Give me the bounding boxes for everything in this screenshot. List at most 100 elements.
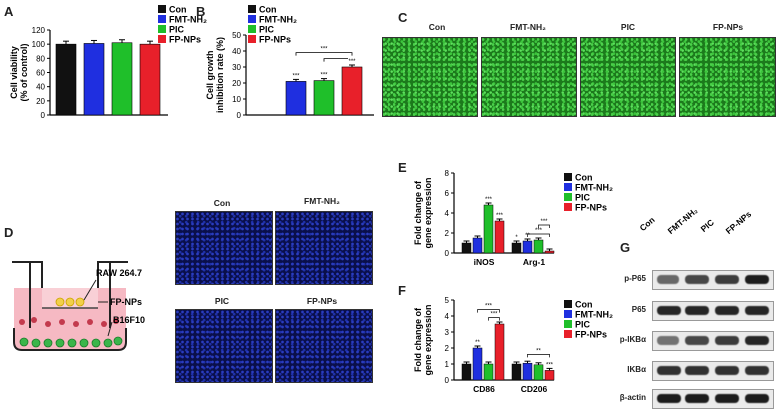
blot-strip-p-ikba (652, 331, 774, 351)
blot-row-label: p-IKBα (619, 335, 646, 344)
bar (483, 363, 494, 381)
significance-label: *** (490, 312, 498, 318)
fluorescence-image (175, 211, 273, 285)
bar (341, 66, 363, 116)
y-tick-label: 0 (237, 111, 242, 120)
significance-label: *** (320, 47, 328, 53)
fluorescence-image (382, 37, 478, 117)
legend-swatch (248, 15, 256, 23)
y-tick-label: 0 (41, 111, 46, 120)
legend-label: FMT-NH₂ (169, 15, 207, 25)
bar (533, 364, 544, 381)
legend-label: FMT-NH₂ (575, 310, 613, 320)
fluorescence-image (275, 309, 373, 383)
y-tick-label: 0 (445, 249, 450, 258)
bar (461, 363, 472, 381)
bar (544, 250, 555, 254)
fluorescence-image (175, 309, 273, 383)
bar (511, 242, 522, 254)
y-tick-label: 5 (445, 296, 450, 305)
y-tick-label: 0 (445, 376, 450, 385)
y-tick-label: 10 (232, 95, 241, 104)
significance-bracket (538, 224, 550, 228)
legend-swatch (564, 183, 572, 191)
legend-swatch (158, 35, 166, 43)
legend-label: Con (575, 300, 593, 310)
chart-e: 0 2 4 6 8 Fold change of gene expression iNOS Ar… (413, 169, 613, 267)
legend-swatch (564, 173, 572, 181)
image-label-pic: PIC (214, 296, 230, 306)
significance-label: *** (320, 73, 328, 79)
significance-label: ** (536, 348, 541, 354)
label-raw: RAW 264.7 (96, 268, 142, 278)
fluorescence-image (481, 37, 577, 117)
legend-swatch (564, 193, 572, 201)
chart-a: 0 20 40 60 80 100 120 Cell viability (% of contr… (9, 5, 207, 121)
image-label-pic: PIC (620, 22, 636, 32)
bar (111, 42, 133, 116)
x-tick-label: CD86 (473, 384, 495, 394)
y-tick-label: 30 (232, 63, 241, 72)
bar (83, 43, 105, 116)
significance-bracket (323, 58, 348, 62)
legend-swatch (248, 35, 256, 43)
blot-row-label: p-P65 (624, 274, 646, 283)
x-tick-label: CD206 (521, 384, 548, 394)
significance-label: *** (485, 304, 493, 310)
bar (522, 362, 533, 381)
panel-letter-b: B (196, 4, 206, 19)
y-axis-label: inhibition rate (%) (215, 37, 225, 113)
legend-label: FP-NPs (575, 203, 607, 213)
panel-letter-g: G (620, 240, 631, 255)
y-axis-label: Cell growth (205, 51, 215, 100)
bar (494, 220, 505, 254)
legend-swatch (564, 310, 572, 318)
significance-label: ** (475, 340, 480, 346)
legend-label: FMT-NH₂ (259, 15, 297, 25)
bar (472, 237, 483, 254)
legend-label: PIC (575, 320, 591, 330)
image-label-con: Con (213, 198, 231, 208)
image-label-fp: FP-NPs (306, 296, 338, 306)
label-fpnps: FP-NPs (110, 297, 142, 307)
significance-bracket (295, 52, 353, 56)
bar (472, 347, 483, 381)
x-tick-label: Arg-1 (523, 257, 545, 267)
blot-strip-p65 (652, 301, 774, 321)
y-axis-label: (% of control) (19, 44, 29, 102)
bar (483, 204, 494, 254)
legend-label: PIC (575, 193, 591, 203)
panel-letter-c: C (398, 10, 408, 25)
legend-label: PIC (169, 25, 185, 35)
y-tick-label: 6 (445, 189, 450, 198)
fluorescence-image (679, 37, 776, 117)
y-tick-label: 2 (445, 344, 450, 353)
blot-row-label: β-actin (619, 393, 646, 402)
legend-swatch (158, 15, 166, 23)
bar (139, 43, 161, 116)
y-tick-label: 100 (32, 40, 46, 49)
image-label-fmt: FMT-NH₂ (510, 22, 546, 32)
legend-swatch (158, 5, 166, 13)
y-tick-label: 80 (36, 54, 45, 63)
fluorescence-image (275, 211, 373, 285)
chart-b: 0 10 20 30 40 50 Cell growth inhibition rate (%… (205, 5, 374, 120)
label-b16f10: B16F10 (113, 315, 145, 325)
legend-label: FP-NPs (575, 330, 607, 340)
legend-swatch (248, 25, 256, 33)
bar (522, 240, 533, 254)
blot-lane-label: FMT-NH₂ (665, 205, 700, 236)
fluorescence-image (580, 37, 676, 117)
blot-lane-label: PIC (698, 217, 716, 234)
y-tick-label: 4 (445, 312, 450, 321)
legend-swatch (248, 5, 256, 13)
significance-bracket (527, 233, 550, 237)
bar (533, 239, 544, 254)
legend-label: Con (169, 5, 187, 15)
transwell-diagram: RAW 264.7 FP-NPs B16F10 (12, 261, 145, 351)
significance-bracket (477, 309, 500, 313)
blot-strip-beta-actin (652, 389, 774, 409)
blot-lane-label: Con (637, 214, 657, 233)
x-tick-label: iNOS (474, 257, 495, 267)
significance-label: *** (292, 73, 300, 79)
